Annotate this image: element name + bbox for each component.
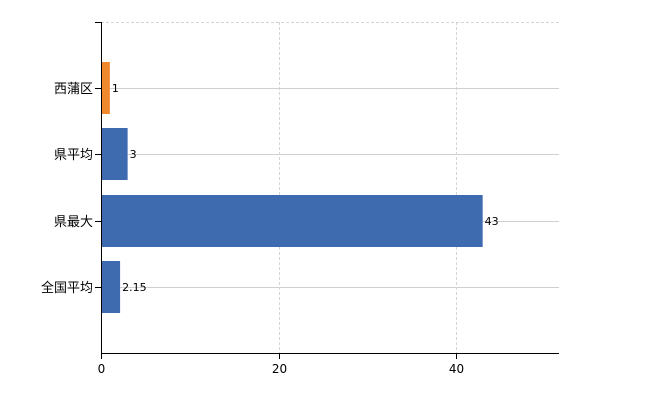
y-tick-label: 西蒲区 xyxy=(54,82,93,97)
y-tick-label: 全国平均 xyxy=(41,280,93,296)
bar-1 xyxy=(101,62,110,114)
x-tick-label: 40 xyxy=(449,362,464,376)
y-tick-label: 県平均 xyxy=(54,148,93,163)
data-label: 43 xyxy=(485,215,499,228)
data-label: 2.15 xyxy=(122,281,147,294)
bar-4 xyxy=(101,261,121,313)
x-tick-label: 20 xyxy=(272,362,287,376)
y-tick-label: 県最大 xyxy=(54,215,93,230)
data-label: 1 xyxy=(112,82,119,95)
x-tick-label: 0 xyxy=(98,362,106,376)
bar-3 xyxy=(101,195,483,247)
bar-2 xyxy=(101,128,128,180)
data-label: 3 xyxy=(130,148,137,161)
